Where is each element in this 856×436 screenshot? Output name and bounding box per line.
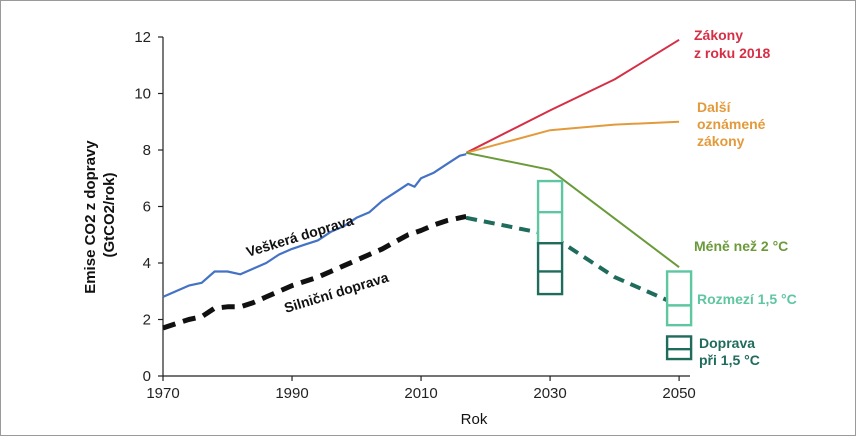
- range-box-range-2050: [665, 270, 693, 327]
- x-tick-label: 2010: [404, 385, 437, 402]
- y-axis-title: Emise CO2 z dopravy (GtCO2/rok): [82, 136, 118, 294]
- label-transport-15: Doprava při 1,5 °C: [699, 335, 760, 368]
- label-transport-15-line-2: při 1,5 °C: [699, 352, 760, 368]
- x-tick-label: 2050: [662, 385, 695, 402]
- ranges-group: [536, 179, 693, 361]
- label-transport-15-line-1: Doprava: [699, 335, 755, 351]
- y-tick-label: 12: [134, 29, 151, 46]
- series-group: [162, 38, 680, 331]
- x-tick-label: 1970: [146, 385, 179, 402]
- label-announced-line-2: oznámené: [697, 116, 766, 132]
- label-announced-line-1: Další: [697, 99, 732, 115]
- range-box-transport-2050: [665, 335, 693, 361]
- label-all-transport: Veškerá doprava: [244, 212, 355, 260]
- label-below-2c: Méně než 2 °C: [694, 238, 788, 254]
- series-line-laws-2018: [465, 38, 680, 154]
- y-tick-label: 8: [143, 142, 151, 159]
- x-tick-label: 1990: [275, 385, 308, 402]
- y-tick-label: 4: [143, 255, 151, 272]
- series-line-below-2c: [466, 151, 680, 268]
- series-line-announced: [465, 120, 680, 154]
- y-axis-title-line-1: Emise CO2 z dopravy: [82, 140, 99, 294]
- y-tick-label: 2: [143, 312, 151, 329]
- label-laws-2018-line-2: z roku 2018: [694, 45, 770, 61]
- series-line-transport-15-path: [465, 215, 680, 308]
- y-tick-label: 10: [134, 86, 151, 103]
- x-ticks: 1970 1990 2010 2030 2050: [146, 376, 696, 402]
- series-line-all-transport: [162, 153, 467, 298]
- series-line-road-transport: [162, 213, 467, 331]
- axes: 0 2 4 6 8 10 12 1970 1990 2010 2030 2050: [134, 29, 695, 402]
- label-laws-2018: Zákony z roku 2018: [694, 27, 770, 61]
- y-tick-label: 6: [143, 199, 151, 216]
- y-tick-label: 0: [143, 368, 151, 385]
- label-announced-line-3: zákony: [697, 133, 745, 149]
- x-axis-title: Rok: [461, 411, 488, 428]
- label-road-transport: Silniční doprava: [282, 269, 390, 316]
- y-ticks: 0 2 4 6 8 10 12: [134, 29, 163, 385]
- y-axis-title-line-2: (GtCO2/rok): [101, 172, 118, 257]
- x-tick-label: 2030: [533, 385, 566, 402]
- label-announced: Další oznámené zákony: [697, 99, 769, 149]
- label-laws-2018-line-1: Zákony: [694, 27, 743, 43]
- range-box-transport-2030: [536, 242, 564, 296]
- label-range-15: Rozmezí 1,5 °C: [697, 291, 797, 307]
